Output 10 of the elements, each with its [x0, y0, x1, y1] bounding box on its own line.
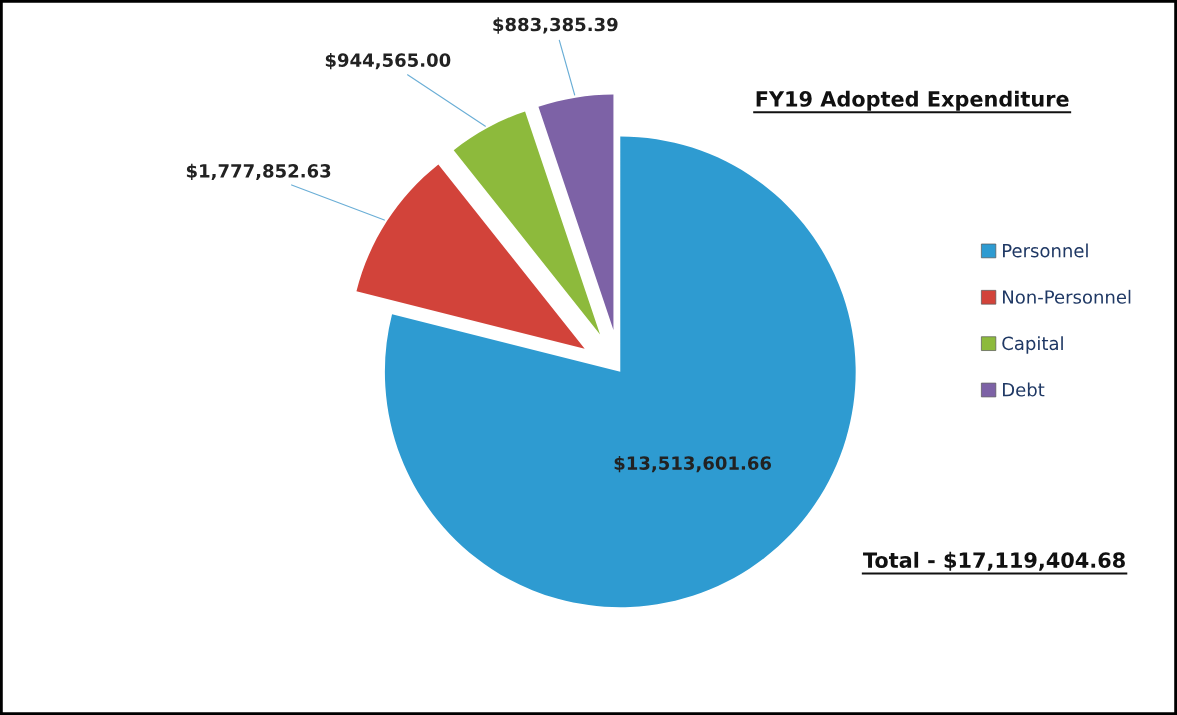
text: FY19 Adopted Expenditure [756, 90, 1069, 111]
data-label: $13,513,601.66 [614, 455, 772, 473]
data-label: $944,565.00 [325, 52, 451, 70]
legend-label: Debt [1003, 382, 1045, 397]
legend-label: Capital [1002, 336, 1063, 354]
text: Total - $17,119,404.68 [863, 551, 1125, 571]
data-label: $883,385.39 [493, 17, 618, 34]
legend-label: Non-Personnel [1003, 289, 1131, 304]
legend-label: Personnel [1003, 243, 1088, 258]
data-label: $1,777,852.63 [186, 163, 331, 181]
